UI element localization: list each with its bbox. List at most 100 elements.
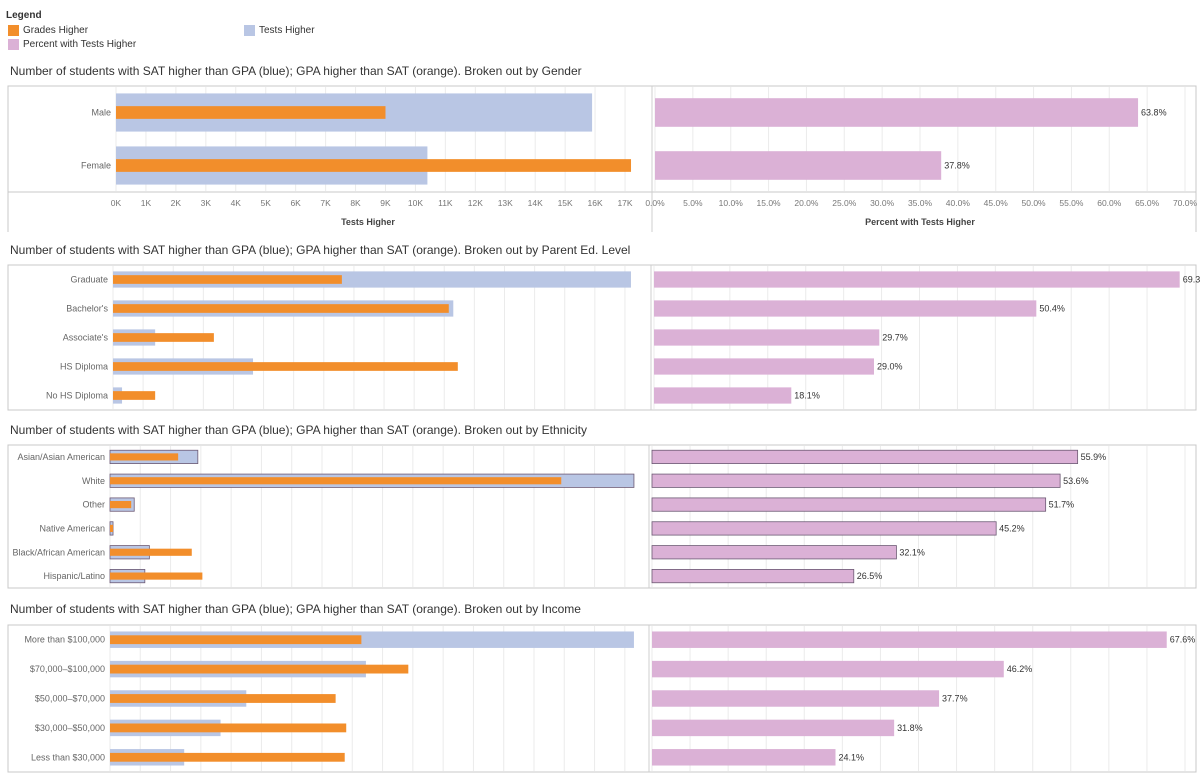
parent-ed-level-bar-percent-associate-s — [654, 329, 880, 346]
parent-ed-level-percent-label-hs-diploma: 29.0% — [877, 362, 903, 372]
income-percent-label-50-000-70-000: 37.7% — [942, 694, 968, 704]
gender-x-tick-label-12: 12K — [468, 198, 483, 208]
gender-category-label-male: Male — [91, 108, 111, 118]
gender-frame — [7, 85, 1197, 193]
gender-x2-tick-label-10: 50.0% — [1022, 198, 1047, 208]
ethnicity-category-label-black-african-american: Black/African American — [12, 547, 105, 557]
gender-percent-label-female: 37.8% — [944, 161, 970, 171]
gender-x-tick-label-11: 11K — [438, 198, 453, 208]
parent-ed-level-category-label-no-hs-diploma: No HS Diploma — [46, 391, 108, 401]
gender-category-label-female: Female — [81, 161, 111, 171]
gender-x-tick-label-6: 6K — [290, 198, 301, 208]
income-category-label-50-000-70-000: $50,000–$70,000 — [35, 694, 105, 704]
legend-label-percent: Percent with Tests Higher — [23, 39, 137, 50]
parent-ed-level-category-label-graduate: Graduate — [70, 275, 108, 285]
income-percent-label-30-000-50-000: 31.8% — [897, 723, 923, 733]
income-bar-grades-higher-50-000-70-000 — [110, 694, 336, 703]
parent-ed-level-category-label-hs-diploma: HS Diploma — [60, 362, 108, 372]
income-bar-grades-higher-70-000-100-000 — [110, 664, 409, 674]
income-bar-percent-50-000-70-000 — [652, 690, 940, 707]
gender-x2-tick-label-13: 65.0% — [1135, 198, 1160, 208]
ethnicity-bar-percent-hispanic-latino — [651, 569, 855, 584]
income-bar-grades-higher-more-than-100-000 — [110, 635, 362, 645]
chart-title-gender: Number of students with SAT higher than … — [10, 64, 582, 78]
gender-x2-tick-label-7: 35.0% — [908, 198, 933, 208]
gender-x-axis-title: Tests Higher — [341, 217, 395, 227]
ethnicity-bar-percent-black-african-american — [651, 545, 897, 560]
ethnicity-percent-label-white: 53.6% — [1063, 476, 1089, 486]
legend-swatch-percent — [8, 39, 19, 50]
parent-ed-level-percent-label-graduate: 69.3% — [1183, 275, 1200, 285]
gender-x-tick-label-2: 2K — [171, 198, 182, 208]
gender-x-tick-label-3: 3K — [201, 198, 212, 208]
chart-title-ethnicity: Number of students with SAT higher than … — [10, 423, 587, 437]
gender-x-tick-label-9: 9K — [380, 198, 391, 208]
income-category-label-more-than-100-000: More than $100,000 — [24, 635, 105, 645]
parent-ed-level-percent-label-bachelor-s: 50.4% — [1039, 304, 1065, 314]
chart-title-parent-ed: Number of students with SAT higher than … — [10, 243, 631, 257]
income-bar-grades-higher-less-than-30-000 — [110, 752, 345, 762]
gender-x2-tick-label-0: 0.0% — [645, 198, 665, 208]
legend-item-tests-higher[interactable]: Tests Higher — [244, 25, 315, 36]
parent-ed-level-bar-percent-hs-diploma — [654, 358, 874, 375]
gender-x2-tick-label-14: 70.0% — [1173, 198, 1198, 208]
parent-ed-level-bar-percent-bachelor-s — [654, 300, 1037, 317]
legend-item-percent[interactable]: Percent with Tests Higher — [8, 39, 136, 50]
parent-ed-level-percent-label-no-hs-diploma: 18.1% — [794, 391, 820, 401]
parent-ed-level-bar-grades-higher-hs-diploma — [113, 362, 458, 371]
gender-x-tick-label-0: 0K — [111, 198, 122, 208]
parent-ed-level-bar-percent-graduate — [654, 271, 1180, 288]
gender-x2-tick-label-8: 40.0% — [946, 198, 971, 208]
ethnicity-category-label-native-american: Native American — [39, 523, 105, 533]
income-bar-percent-70-000-100-000 — [652, 660, 1004, 678]
ethnicity-percent-label-black-african-american: 32.1% — [899, 547, 925, 557]
income-percent-label-70-000-100-000: 46.2% — [1007, 664, 1033, 674]
ethnicity-category-label-white: White — [82, 476, 105, 486]
parent-ed-level-bar-grades-higher-bachelor-s — [113, 304, 449, 313]
gender-x-tick-label-5: 5K — [261, 198, 272, 208]
gender-x2-tick-label-3: 15.0% — [757, 198, 782, 208]
income-percent-label-more-than-100-000: 67.6% — [1170, 635, 1196, 645]
parent-ed-level-frame — [7, 264, 1197, 411]
income-frame — [7, 624, 1197, 773]
gender-x-tick-label-8: 8K — [350, 198, 361, 208]
gender-bar-grades-higher-male — [116, 106, 386, 119]
income-bar-grades-higher-30-000-50-000 — [110, 723, 347, 733]
gender-x-tick-label-15: 15K — [558, 198, 573, 208]
gender-x-tick-label-1: 1K — [141, 198, 152, 208]
gender-x2-tick-label-6: 30.0% — [870, 198, 895, 208]
income-bar-percent-more-than-100-000 — [652, 631, 1167, 648]
ethnicity-bar-percent-native-american — [651, 521, 997, 536]
ethnicity-bar-grades-higher-other — [110, 501, 132, 509]
parent-ed-level-bar-grades-higher-associate-s — [113, 333, 214, 342]
ethnicity-percent-label-other: 51.7% — [1049, 500, 1075, 510]
ethnicity-bar-percent-other — [651, 497, 1047, 512]
gender-x-tick-label-7: 7K — [320, 198, 331, 208]
gender-percent-label-male: 63.8% — [1141, 108, 1167, 118]
parent-ed-level-bar-grades-higher-no-hs-diploma — [113, 391, 156, 400]
gender-x2-axis-title: Percent with Tests Higher — [865, 217, 975, 227]
gender-x2-tick-label-1: 5.0% — [683, 198, 703, 208]
ethnicity-bar-grades-higher-black-african-american — [110, 548, 192, 556]
gender-bar-grades-higher-female — [116, 159, 632, 172]
ethnicity-bar-grades-higher-asian-asian-american — [110, 453, 179, 461]
gender-x-tick-label-10: 10K — [408, 198, 423, 208]
income-percent-label-less-than-30-000: 24.1% — [839, 752, 865, 762]
ethnicity-bar-percent-white — [651, 473, 1061, 488]
parent-ed-level-percent-label-associate-s: 29.7% — [882, 333, 908, 343]
income-category-label-less-than-30-000: Less than $30,000 — [31, 752, 105, 762]
parent-ed-level-category-label-bachelor-s: Bachelor's — [66, 304, 108, 314]
legend-title: Legend — [6, 10, 42, 21]
ethnicity-category-label-other: Other — [82, 500, 105, 510]
gender-x2-tick-label-4: 20.0% — [794, 198, 819, 208]
chart-title-income: Number of students with SAT higher than … — [10, 602, 581, 616]
gender-x-tick-label-14: 14K — [528, 198, 543, 208]
income-category-label-30-000-50-000: $30,000–$50,000 — [35, 723, 105, 733]
gender-x2-tick-label-9: 45.0% — [984, 198, 1009, 208]
gender-x2-tick-label-12: 60.0% — [1097, 198, 1122, 208]
legend-item-grades-higher[interactable]: Grades Higher — [8, 25, 88, 36]
ethnicity-bar-percent-asian-asian-american — [651, 449, 1079, 464]
parent-ed-level-category-label-associate-s: Associate's — [63, 333, 109, 343]
ethnicity-frame — [7, 444, 1197, 589]
